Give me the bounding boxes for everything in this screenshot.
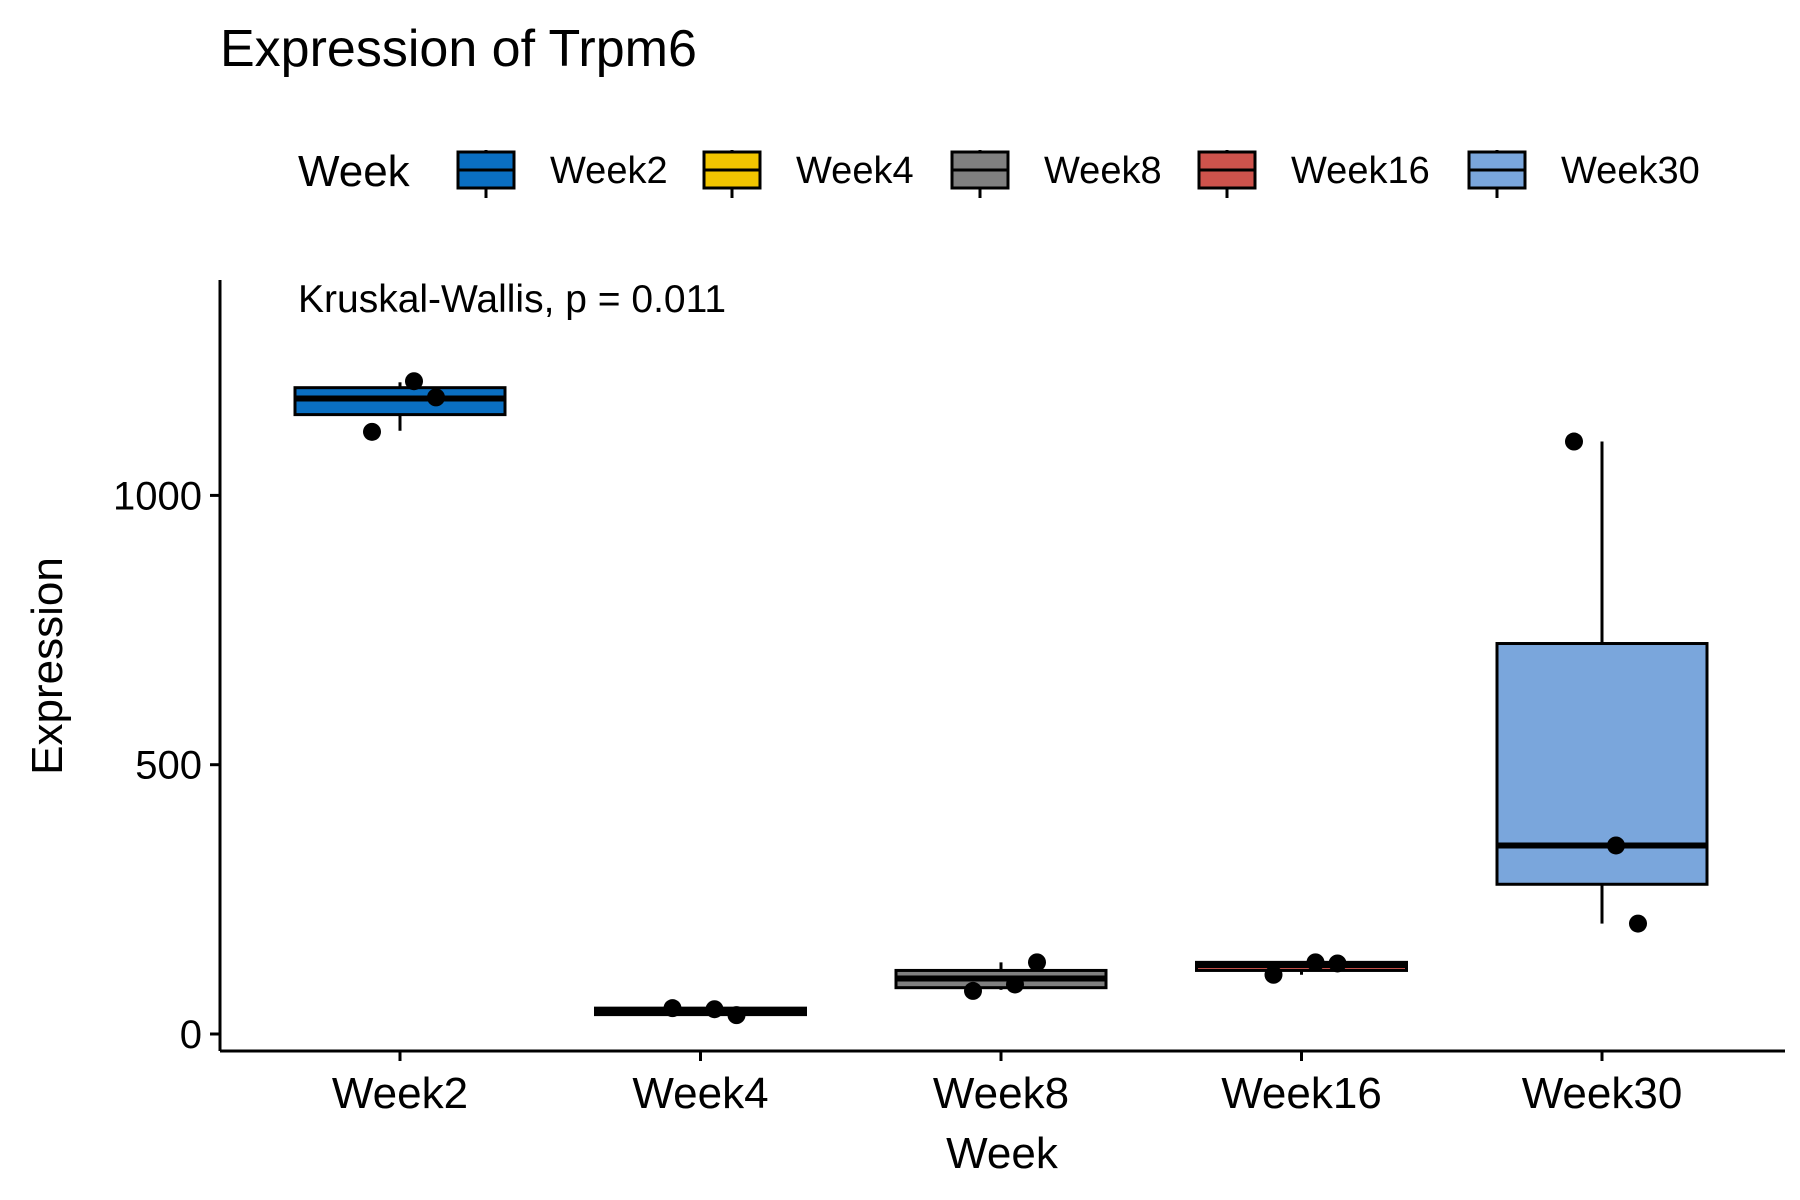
x-tick-label: Week30 xyxy=(1522,1069,1683,1118)
legend-title: Week xyxy=(298,147,411,196)
plot-area xyxy=(293,372,1709,1025)
x-axis: Week2 Week4 Week8 Week16 Week30 xyxy=(220,1049,1785,1118)
legend-item-week4: Week4 xyxy=(702,150,914,198)
legend: Week Week2 Week4 Week8 Week16 Week30 xyxy=(298,147,1700,198)
box-group-week4 xyxy=(594,999,807,1025)
legend-item-week30: Week30 xyxy=(1467,150,1700,198)
box-group-week8 xyxy=(894,953,1108,1000)
legend-item-week2: Week2 xyxy=(456,150,668,198)
y-axis: 0 500 1000 xyxy=(113,280,222,1057)
x-tick-label: Week4 xyxy=(632,1069,768,1118)
box-group-week30 xyxy=(1495,432,1709,933)
data-point xyxy=(363,422,381,441)
data-point xyxy=(1264,965,1283,984)
data-point xyxy=(663,999,682,1018)
data-point xyxy=(705,1000,724,1019)
data-point xyxy=(1006,975,1024,994)
legend-label: Week4 xyxy=(796,150,914,192)
x-axis-label: Week xyxy=(946,1129,1059,1178)
x-tick-label: Week16 xyxy=(1221,1069,1382,1118)
legend-label: Week8 xyxy=(1044,150,1162,192)
x-tick-label: Week8 xyxy=(933,1069,1069,1118)
legend-item-week8: Week8 xyxy=(950,150,1162,198)
data-point xyxy=(964,981,982,1000)
data-point xyxy=(727,1006,746,1025)
legend-label: Week16 xyxy=(1291,150,1430,192)
y-tick-label: 1000 xyxy=(113,474,202,518)
data-point xyxy=(1565,432,1583,451)
data-point xyxy=(427,388,445,407)
y-tick-label: 0 xyxy=(180,1013,202,1057)
box-group-week16 xyxy=(1195,953,1408,984)
data-point xyxy=(1607,836,1625,855)
legend-label: Week2 xyxy=(550,150,668,192)
data-point xyxy=(1028,953,1046,972)
data-point xyxy=(405,372,423,391)
legend-label: Week30 xyxy=(1561,150,1700,192)
legend-item-week16: Week16 xyxy=(1197,150,1430,198)
data-point xyxy=(1629,914,1647,933)
x-tick-label: Week2 xyxy=(332,1069,468,1118)
data-point xyxy=(1306,953,1325,972)
box-group-week2 xyxy=(293,372,507,441)
y-tick-label: 500 xyxy=(135,744,202,788)
data-point xyxy=(1328,954,1347,973)
y-axis-label: Expression xyxy=(23,557,72,775)
stat-annotation: Kruskal-Wallis, p = 0.011 xyxy=(298,278,726,321)
chart-title: Expression of Trpm6 xyxy=(220,20,697,78)
